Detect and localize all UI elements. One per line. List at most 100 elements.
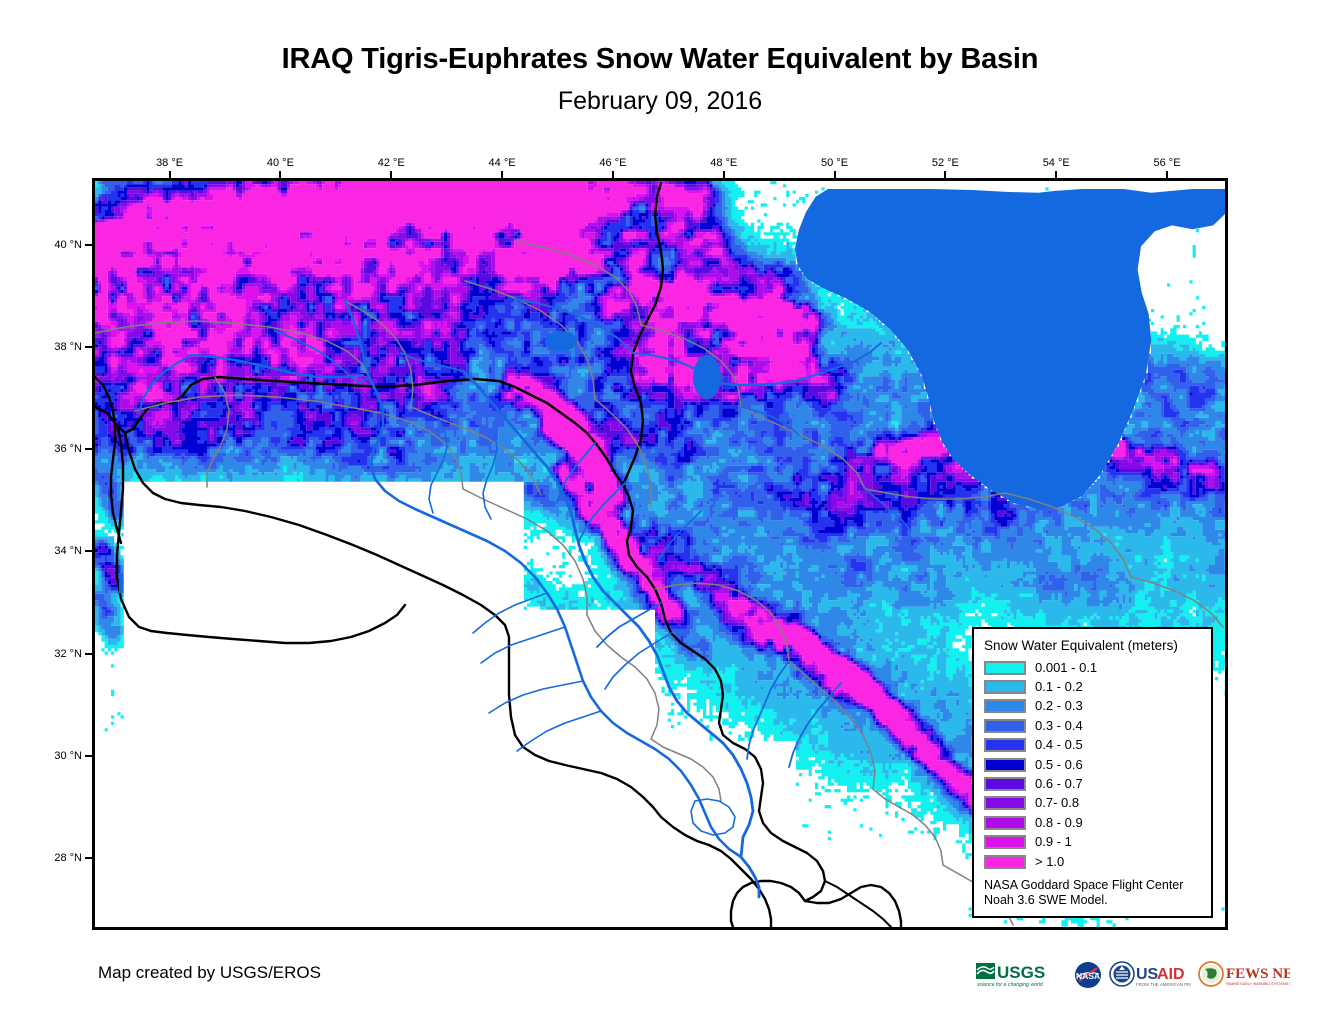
svg-text:science for a changing world: science for a changing world xyxy=(977,982,1044,988)
lon-tick-label: 38 °E xyxy=(156,157,184,169)
river-tigris-head xyxy=(400,352,464,372)
basin-divide-upper-tigris xyxy=(594,398,652,508)
lon-tick-label: 46 °E xyxy=(599,157,627,169)
lon-tick-label: 54 °E xyxy=(1042,157,1070,169)
legend-class-label: 0.4 - 0.5 xyxy=(1035,737,1083,753)
coast-gulf-head xyxy=(729,879,807,927)
border-iraq-saudi xyxy=(507,647,663,819)
lat-tick-mark xyxy=(85,755,94,758)
svg-text:AID: AID xyxy=(1157,966,1185,983)
legend-color-swatch xyxy=(984,777,1026,792)
legend-class-label: 0.9 - 1 xyxy=(1035,834,1072,850)
svg-text:NASA: NASA xyxy=(1076,971,1100,981)
river-euphrates-trib-w xyxy=(274,330,370,384)
lat-tick-mark xyxy=(85,550,94,553)
legend-color-swatch xyxy=(984,757,1026,772)
river-tigris-trib-e xyxy=(604,632,672,690)
legend-source-note: NASA Goddard Space Flight Center Noah 3.… xyxy=(984,878,1184,908)
basin-divide-zagros-east xyxy=(788,660,876,790)
lat-tick-label: 40 °N xyxy=(54,238,82,251)
lon-tick-label: 56 °E xyxy=(1153,157,1181,169)
basin-divide-euphrates-tigris xyxy=(462,488,588,616)
lat-tick-label: 36 °N xyxy=(54,443,82,456)
lon-tick-mark xyxy=(390,171,393,180)
basin-divide-central-north xyxy=(344,300,414,408)
lat-tick-label: 38 °N xyxy=(54,340,82,353)
river-north-anatolia xyxy=(189,353,365,379)
lat-tick-mark xyxy=(85,652,94,655)
lon-tick-label: 40 °E xyxy=(266,157,294,169)
basin-divide-east xyxy=(1004,492,1132,578)
legend-color-swatch xyxy=(984,815,1026,830)
lon-tick-mark xyxy=(722,171,725,180)
river-sefidrud xyxy=(864,488,912,532)
legend-row: 0.5 - 0.6 xyxy=(984,755,1201,774)
river-shatt-al-arab xyxy=(739,855,761,899)
lon-tick-mark xyxy=(501,171,504,180)
swe-class-area xyxy=(95,181,1212,825)
svg-text:US: US xyxy=(1136,966,1159,983)
lon-tick-label: 42 °E xyxy=(377,157,405,169)
lat-tick-mark xyxy=(85,243,94,246)
legend-class-label: 0.2 - 0.3 xyxy=(1035,698,1083,714)
lat-tick-mark xyxy=(85,345,94,348)
basin-divide-south-zagros xyxy=(872,788,944,866)
river-aras xyxy=(715,371,823,387)
legend-color-swatch xyxy=(984,796,1026,811)
usgs-logo: USGS science for a changing world xyxy=(975,960,1067,990)
border-turkey-syria-iraq xyxy=(95,375,625,487)
lat-tick-label: 28 °N xyxy=(54,852,82,865)
coast-gulf-west xyxy=(659,815,773,927)
river-euphrates-trib-s1 xyxy=(472,592,548,634)
title-block: IRAQ Tigris-Euphrates Snow Water Equival… xyxy=(0,40,1320,118)
svg-text:FAMINE EARLY WARNING SYSTEMS N: FAMINE EARLY WARNING SYSTEMS NETWORK xyxy=(1226,982,1290,986)
lon-tick-mark xyxy=(1166,171,1169,180)
lon-tick-mark xyxy=(611,171,614,180)
basin-divide-anatolia-n xyxy=(95,320,370,378)
legend-row: 0.2 - 0.3 xyxy=(984,697,1201,716)
basin-divide-ne xyxy=(740,406,866,490)
coast-gulf-kuwait xyxy=(803,883,903,927)
legend-row: 0.4 - 0.5 xyxy=(984,736,1201,755)
svg-text:FEWS NET: FEWS NET xyxy=(1226,966,1290,982)
legend-color-swatch xyxy=(984,680,1026,695)
river-khabur xyxy=(428,418,448,514)
basin-divide-zagros-west xyxy=(654,582,790,662)
legend-class-label: 0.001 - 0.1 xyxy=(1035,659,1098,675)
lake-urmia xyxy=(693,355,721,399)
map-credit: Map created by USGS/EROS xyxy=(98,963,321,982)
legend-color-swatch xyxy=(984,835,1026,850)
border-turkey-iran xyxy=(621,181,665,487)
legend-row: 0.001 - 0.1 xyxy=(984,658,1201,677)
legend-color-swatch xyxy=(984,660,1026,675)
legend-color-swatch xyxy=(984,854,1026,869)
river-euphrates-trib-s4 xyxy=(516,710,602,752)
legend-class-label: 0.7- 0.8 xyxy=(1035,795,1080,811)
fewsnet-logo: FEWS NET FAMINE EARLY WARNING SYSTEMS NE… xyxy=(1198,960,1290,990)
legend-color-swatch xyxy=(984,699,1026,714)
legend-row: 0.1 - 0.2 xyxy=(984,677,1201,696)
lat-tick-label: 30 °N xyxy=(54,750,82,763)
legend-class-list: 0.001 - 0.1 0.1 - 0.2 0.2 - 0.3 0.3 - 0.4 0.… xyxy=(984,658,1201,871)
river-great-zab xyxy=(556,442,596,504)
basin-divide-urmia xyxy=(640,324,742,408)
basin-divide-van xyxy=(514,240,642,326)
river-euphrates-trib-s2 xyxy=(480,626,566,664)
river-north-anatolia-w xyxy=(138,354,192,414)
lon-tick-label: 48 °E xyxy=(710,157,738,169)
border-syria-iraq xyxy=(123,431,511,651)
legend-row: 0.8 - 0.9 xyxy=(984,813,1201,832)
swe-class-area xyxy=(95,181,1225,914)
basin-divide-west xyxy=(206,376,230,488)
river-euphrates xyxy=(367,375,743,859)
swe-class-area xyxy=(95,181,1215,828)
lon-tick-mark xyxy=(168,171,171,180)
map-legend: Snow Water Equivalent (meters) 0.001 - 0… xyxy=(972,627,1213,918)
basin-divide-alborz-s xyxy=(864,488,1006,500)
river-karun xyxy=(788,682,842,768)
nasa-logo: NASA xyxy=(1075,962,1101,988)
legend-color-swatch xyxy=(984,738,1026,753)
legend-class-label: 0.1 - 0.2 xyxy=(1035,679,1083,695)
lat-tick-mark xyxy=(85,857,94,860)
lat-tick-mark xyxy=(85,448,94,451)
